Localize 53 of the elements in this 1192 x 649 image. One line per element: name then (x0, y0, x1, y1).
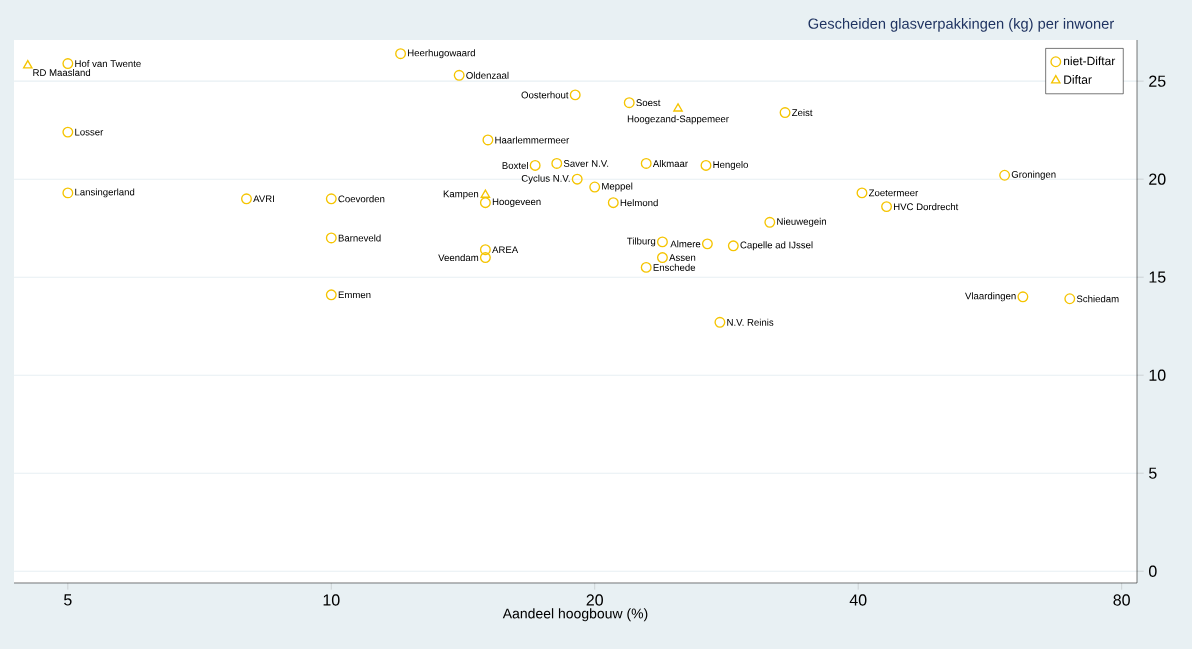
data-label: Enschede (653, 263, 696, 271)
data-label: Soest (636, 99, 661, 107)
data-label: Veendam (438, 254, 479, 262)
data-label: Barneveld (338, 234, 381, 242)
x-axis-title: Aandeel hoogbouw (%) (502, 608, 648, 622)
y-tick-label: 20 (1149, 173, 1166, 185)
data-label: Haarlemmermeer (495, 136, 570, 144)
data-label: Zeist (792, 108, 813, 117)
y-axis-title: Gescheiden glasverpakkingen (kg) per inwoner (808, 18, 1114, 32)
data-label: Nieuwegein (777, 217, 826, 227)
data-label: Emmen (338, 291, 371, 299)
data-label: Schiedam (1076, 295, 1119, 303)
data-label: Lansingerland (75, 188, 135, 198)
data-label: Groningen (1011, 170, 1056, 180)
data-label: Cyclus N.V. (521, 174, 570, 184)
y-tick-label: 25 (1149, 75, 1166, 87)
data-label: Zoetermeer (868, 189, 919, 197)
data-label: Meppel (602, 182, 633, 192)
data-label: AREA (492, 246, 519, 254)
data-label: Kampen (443, 190, 479, 200)
data-label: Hengelo (713, 160, 748, 170)
x-tick-label: 10 (323, 594, 340, 606)
data-label: Capelle ad IJssel (740, 241, 813, 251)
x-tick-label: 5 (64, 594, 72, 606)
y-tick-label: 10 (1149, 369, 1166, 381)
data-label: Helmond (620, 199, 658, 207)
data-label: RD Maasland (33, 68, 91, 76)
data-label: Assen (669, 254, 696, 261)
data-label: Coevorden (338, 195, 385, 203)
y-tick-label: 15 (1149, 271, 1166, 283)
x-tick-label: 80 (1113, 594, 1130, 606)
x-tick-label: 20 (586, 594, 603, 606)
data-label: Boxtel (502, 161, 528, 169)
data-label: Saver N.V. (563, 160, 609, 167)
data-label: Vlaardingen (965, 292, 1016, 302)
data-label: Oldenzaal (466, 71, 509, 79)
data-label: N.V. Reinis (727, 318, 774, 326)
data-label: Almere (670, 240, 701, 248)
y-tick-label: 5 (1149, 467, 1157, 479)
data-label: Losser (75, 128, 104, 136)
data-label: Heerhugowaard (408, 49, 475, 59)
data-label: Hoogezand-Sappemeer (627, 115, 729, 125)
y-tick-label: 0 (1148, 565, 1157, 577)
data-label: Tilburg (627, 237, 656, 247)
data-label: HVC Dordrecht (894, 203, 959, 211)
data-label: Oosterhout (521, 91, 569, 99)
data-label: Hof van Twente (75, 60, 141, 68)
data-label: AVRI (253, 195, 274, 203)
data-label: Hoogeveen (492, 198, 541, 207)
legend-label: niet-Diftar (1064, 56, 1116, 66)
x-tick-label: 40 (849, 594, 867, 606)
data-label: Alkmaar (652, 159, 688, 167)
legend-label: Diftar (1064, 75, 1092, 84)
